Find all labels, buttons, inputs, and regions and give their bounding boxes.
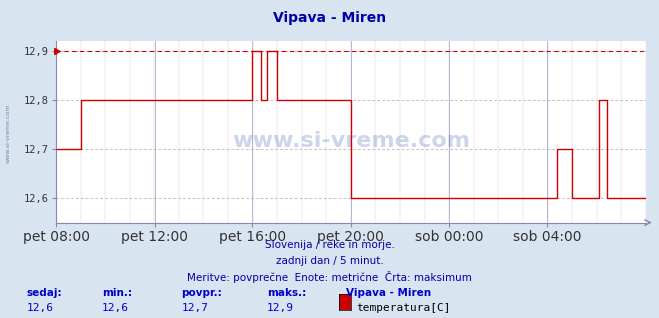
Text: 12,6: 12,6 [26, 303, 53, 313]
Text: temperatura[C]: temperatura[C] [356, 303, 450, 313]
Text: www.si-vreme.com: www.si-vreme.com [5, 104, 11, 163]
Text: min.:: min.: [102, 288, 132, 298]
Text: 12,7: 12,7 [181, 303, 208, 313]
Text: Vipava - Miren: Vipava - Miren [346, 288, 431, 298]
Text: 12,9: 12,9 [267, 303, 294, 313]
Text: Meritve: povprečne  Enote: metrične  Črta: maksimum: Meritve: povprečne Enote: metrične Črta:… [187, 271, 472, 283]
Text: 12,6: 12,6 [102, 303, 129, 313]
Text: sedaj:: sedaj: [26, 288, 62, 298]
Text: Vipava - Miren: Vipava - Miren [273, 11, 386, 25]
Text: Slovenija / reke in morje.: Slovenija / reke in morje. [264, 240, 395, 250]
Text: zadnji dan / 5 minut.: zadnji dan / 5 minut. [275, 256, 384, 266]
Text: povpr.:: povpr.: [181, 288, 222, 298]
Text: www.si-vreme.com: www.si-vreme.com [232, 131, 470, 151]
Text: maks.:: maks.: [267, 288, 306, 298]
